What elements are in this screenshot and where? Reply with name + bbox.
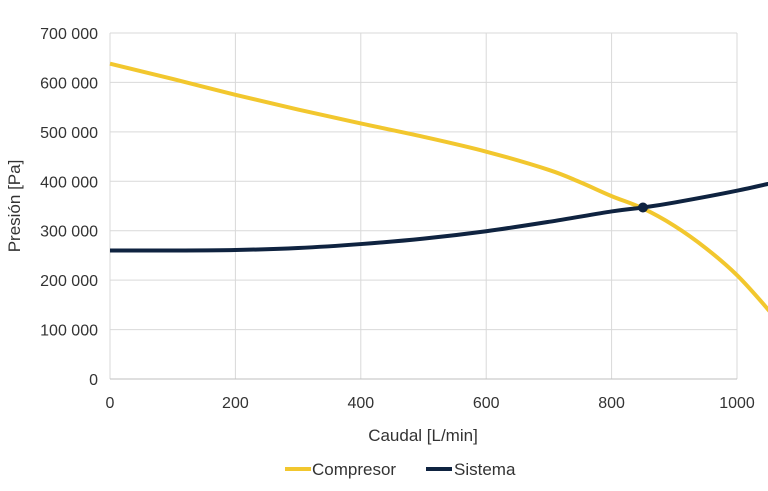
- y-tick-label: 300 000: [40, 224, 98, 241]
- series-line-compresor: [109, 61, 768, 313]
- series-lines: [109, 61, 768, 313]
- x-tick-label: 400: [347, 395, 374, 412]
- x-tick-label: 200: [222, 395, 249, 412]
- x-axis-label: Caudal [L/min]: [368, 426, 478, 445]
- x-tick-label: 0: [106, 395, 115, 412]
- y-tick-label: 100 000: [40, 323, 98, 340]
- x-tick-label: 1000: [719, 395, 755, 412]
- y-tick-labels: 0 100 000 200 000 300 000 400 000 500 000 600 …: [40, 26, 98, 389]
- markers: [637, 202, 648, 213]
- y-tick-label: 400 000: [40, 174, 98, 191]
- legend: Compresor Sistema: [285, 460, 516, 479]
- x-tick-labels: 0 200 400 600 800 1000: [106, 395, 755, 412]
- series-line-sistema: [109, 181, 768, 253]
- y-tick-label: 500 000: [40, 125, 98, 142]
- y-tick-label: 600 000: [40, 75, 98, 92]
- grid-lines: [109, 32, 738, 380]
- x-tick-label: 600: [473, 395, 500, 412]
- intersection-point: [637, 202, 648, 213]
- x-tick-label: 800: [598, 395, 625, 412]
- y-tick-label: 700 000: [40, 26, 98, 43]
- legend-label-sistema: Sistema: [454, 460, 516, 479]
- legend-label-compresor: Compresor: [312, 460, 396, 479]
- y-tick-label: 0: [89, 372, 98, 389]
- y-tick-label: 200 000: [40, 273, 98, 290]
- y-axis-label: Presión [Pa]: [5, 160, 24, 253]
